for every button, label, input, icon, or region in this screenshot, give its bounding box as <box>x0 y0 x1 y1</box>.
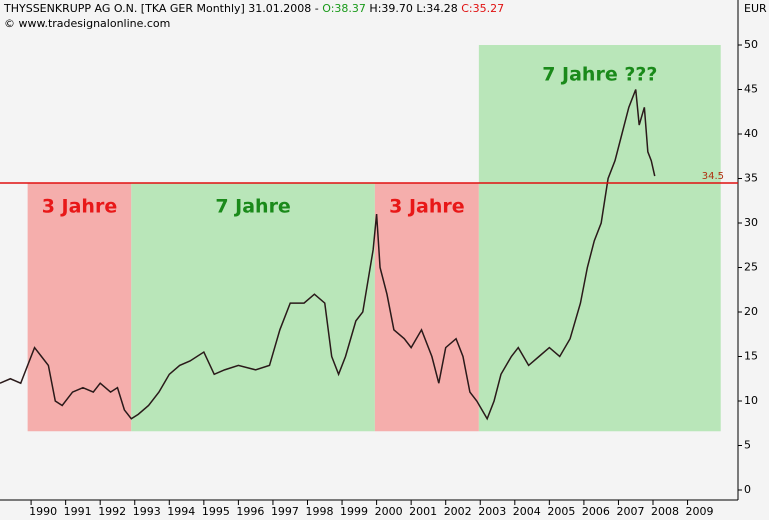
x-tick-label: 2003 <box>478 505 506 518</box>
x-tick-label: 2004 <box>513 505 541 518</box>
reference-label: 34.5 <box>702 171 724 182</box>
subtitle: © www.tradesignalonline.com <box>4 17 170 30</box>
period-region <box>131 182 375 432</box>
y-tick-label: 40 <box>744 127 758 140</box>
period-region <box>27 182 132 432</box>
x-tick-label: 1994 <box>167 505 195 518</box>
region-label: 7 Jahre ??? <box>542 64 657 86</box>
price-line <box>0 89 656 421</box>
y-tick-label: 45 <box>744 83 758 96</box>
x-tick-label: 2000 <box>375 505 403 518</box>
x-tick-label: 1995 <box>202 505 230 518</box>
region-label: 3 Jahre <box>389 195 465 217</box>
y-tick-label: 35 <box>744 172 758 185</box>
y-tick-label: 25 <box>744 261 758 274</box>
x-tick-label: 2006 <box>582 505 610 518</box>
y-tick-label: 5 <box>744 439 751 452</box>
x-tick-label: 1991 <box>64 505 92 518</box>
y-tick-label: 0 <box>744 483 751 496</box>
x-tick-label: 2001 <box>409 505 437 518</box>
chart-title: THYSSENKRUPP AG O.N. [TKA GER Monthly] 3… <box>3 2 504 15</box>
y-tick-label: 10 <box>744 394 758 407</box>
x-tick-label: 1998 <box>306 505 334 518</box>
x-tick-label: 1996 <box>236 505 264 518</box>
title-part: C:35.27 <box>461 2 504 15</box>
region-label: 7 Jahre <box>215 195 291 217</box>
x-tick-label: 2008 <box>651 505 679 518</box>
y-tick-label: 30 <box>744 216 758 229</box>
y-tick-label: 50 <box>744 38 758 51</box>
y-tick-label: 20 <box>744 305 758 318</box>
x-tick-label: 1999 <box>340 505 368 518</box>
period-region <box>478 45 721 432</box>
period-region <box>374 182 479 432</box>
y-axis-label: EUR <box>744 2 767 15</box>
x-tick-label: 1990 <box>29 505 57 518</box>
title-part: THYSSENKRUPP AG O.N. [TKA GER Monthly] 3… <box>3 2 322 15</box>
x-tick-label: 2009 <box>686 505 714 518</box>
x-tick-label: 1993 <box>133 505 161 518</box>
x-tick-label: 2005 <box>547 505 575 518</box>
title-part: O:38.37 <box>322 2 366 15</box>
region-label: 3 Jahre <box>42 195 118 217</box>
x-tick-label: 2002 <box>444 505 472 518</box>
x-tick-label: 2007 <box>616 505 644 518</box>
y-tick-label: 15 <box>744 350 758 363</box>
x-tick-label: 1992 <box>98 505 126 518</box>
title-part: H:39.70 L:34.28 <box>366 2 461 15</box>
x-tick-label: 1997 <box>271 505 299 518</box>
